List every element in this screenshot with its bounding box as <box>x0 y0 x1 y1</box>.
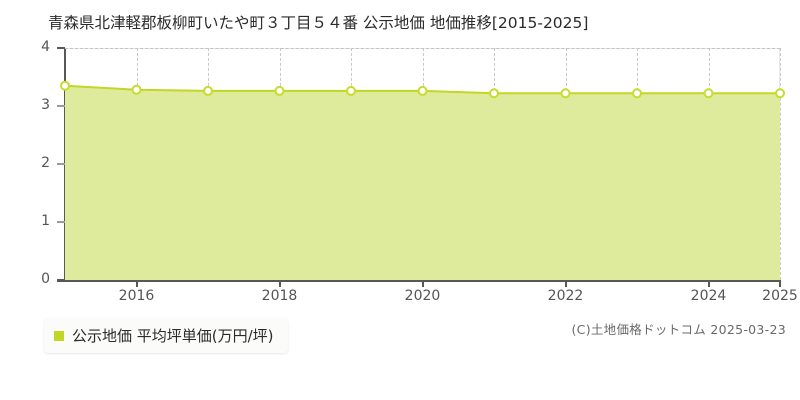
x-axis-tick <box>779 280 781 287</box>
y-axis-label: 4 <box>41 39 50 55</box>
legend-label: 公示地価 平均坪単価(万円/坪) <box>72 327 274 345</box>
plot-area <box>60 48 785 280</box>
data-point-marker[interactable] <box>203 85 213 96</box>
data-point-marker[interactable] <box>560 88 571 99</box>
y-axis-label: 3 <box>41 97 50 113</box>
y-axis-tick <box>57 47 65 49</box>
x-axis-label: 2024 <box>690 288 727 304</box>
x-axis-label: 2018 <box>261 288 298 304</box>
x-axis-label: 2025 <box>762 288 798 304</box>
x-axis-tick <box>278 280 281 287</box>
y-axis-tick <box>57 163 65 165</box>
copyright-credit: (C)土地価格ドットコム 2025-03-23 <box>571 322 786 337</box>
x-axis-tick <box>421 280 424 287</box>
gridline-vertical <box>780 48 781 280</box>
data-point-marker[interactable] <box>60 80 70 91</box>
x-axis-label: 2016 <box>118 288 155 304</box>
legend-swatch-public-land-price <box>54 330 64 341</box>
y-axis-label: 1 <box>41 213 50 229</box>
x-axis-label: 2022 <box>547 288 584 304</box>
data-point-marker[interactable] <box>775 88 785 99</box>
legend[interactable]: 公示地価 平均坪単価(万円/坪) <box>44 318 288 353</box>
y-axis-tick <box>57 105 65 107</box>
data-point-marker[interactable] <box>417 85 428 96</box>
x-axis-label: 2020 <box>404 288 441 304</box>
x-axis-tick <box>707 280 710 287</box>
data-point-marker[interactable] <box>632 88 642 99</box>
data-point-marker[interactable] <box>703 88 714 99</box>
x-axis-tick <box>135 280 138 287</box>
y-axis-tick <box>57 221 65 223</box>
data-point-marker[interactable] <box>274 85 285 96</box>
data-point-marker[interactable] <box>346 85 356 96</box>
data-point-marker[interactable] <box>489 88 499 99</box>
chart-title: 青森県北津軽郡板柳町いたや町３丁目５４番 公示地価 地価推移[2015-2025… <box>48 14 589 32</box>
y-axis-label: 0 <box>41 271 50 287</box>
y-axis-label: 2 <box>41 155 50 171</box>
data-point-marker[interactable] <box>131 84 142 95</box>
series-area-line <box>60 80 785 280</box>
x-axis-line <box>57 280 781 282</box>
x-axis-tick <box>564 280 567 287</box>
y-axis-tick <box>57 279 65 281</box>
series-area-fill <box>65 85 780 280</box>
